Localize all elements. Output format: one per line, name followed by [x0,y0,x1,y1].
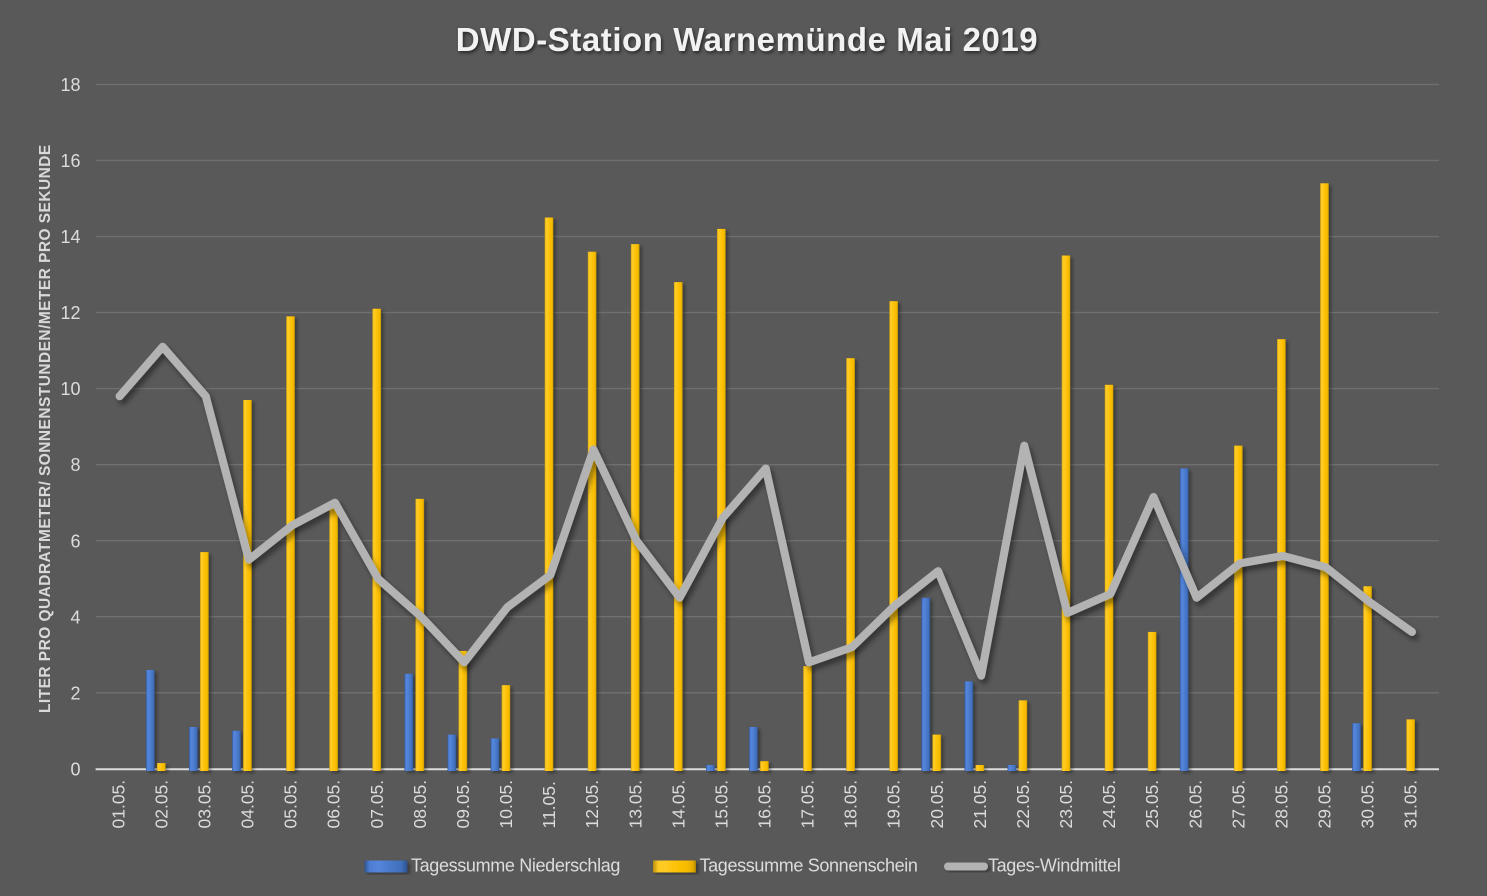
svg-text:17.05.: 17.05. [798,780,818,829]
svg-text:10.05.: 10.05. [496,780,516,829]
svg-text:27.05.: 27.05. [1228,780,1248,829]
svg-text:15.05.: 15.05. [711,780,731,829]
svg-text:22.05.: 22.05. [1013,780,1033,829]
svg-text:09.05.: 09.05. [453,780,473,829]
svg-text:0: 0 [70,759,80,779]
svg-text:24.05.: 24.05. [1099,780,1119,829]
svg-text:10: 10 [60,379,80,399]
svg-text:18: 18 [60,75,80,95]
svg-text:LITER PRO QUADRATMETER/ SONNEN: LITER PRO QUADRATMETER/ SONNENSTUNDEN/ME… [37,144,54,713]
svg-text:12: 12 [60,303,80,323]
svg-text:30.05.: 30.05. [1358,780,1378,829]
svg-text:31.05.: 31.05. [1401,780,1421,829]
svg-text:16.05.: 16.05. [755,780,775,829]
svg-text:03.05.: 03.05. [194,780,214,829]
svg-text:4: 4 [70,607,80,627]
svg-text:26.05.: 26.05. [1185,780,1205,829]
svg-text:29.05.: 29.05. [1315,780,1335,829]
svg-text:11.05.: 11.05. [539,781,559,828]
svg-text:07.05.: 07.05. [367,780,387,829]
svg-text:DWD-Station Warnemünde Mai 201: DWD-Station Warnemünde Mai 2019 [456,21,1038,58]
svg-text:02.05.: 02.05. [151,780,171,829]
svg-text:20.05.: 20.05. [927,780,947,829]
svg-text:2: 2 [70,683,80,703]
svg-text:Tagessumme Sonnenschein: Tagessumme Sonnenschein [700,856,918,876]
svg-text:19.05.: 19.05. [884,780,904,829]
svg-text:25.05.: 25.05. [1142,780,1162,829]
svg-text:13.05.: 13.05. [625,780,645,829]
svg-text:18.05.: 18.05. [841,780,861,829]
svg-text:Tagessumme Niederschlag: Tagessumme Niederschlag [411,856,620,876]
svg-text:04.05.: 04.05. [238,780,258,829]
svg-text:8: 8 [70,455,80,475]
svg-text:23.05.: 23.05. [1056,780,1076,829]
svg-text:28.05.: 28.05. [1271,780,1291,829]
svg-text:14: 14 [60,227,80,247]
svg-text:05.05.: 05.05. [281,780,301,829]
svg-text:01.05.: 01.05. [108,780,128,829]
svg-text:Tages-Windmittel: Tages-Windmittel [988,856,1120,876]
svg-text:06.05.: 06.05. [324,780,344,829]
svg-text:6: 6 [70,531,80,551]
svg-text:12.05.: 12.05. [582,780,602,829]
svg-text:16: 16 [60,151,80,171]
svg-text:14.05.: 14.05. [668,780,688,829]
svg-text:21.05.: 21.05. [970,780,990,829]
svg-text:08.05.: 08.05. [410,780,430,829]
